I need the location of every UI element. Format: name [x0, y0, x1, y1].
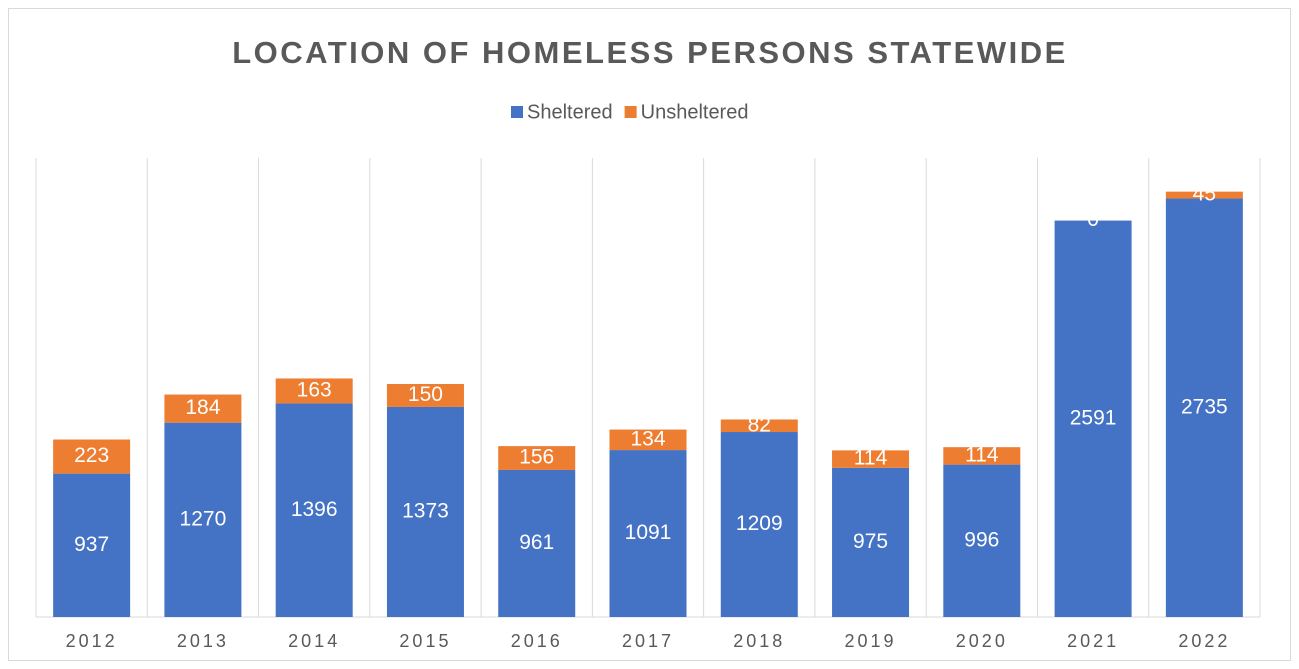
- data-label: 1373: [402, 500, 449, 523]
- data-label: 961: [519, 531, 554, 554]
- x-tick-label: 2014: [288, 631, 340, 651]
- x-tick-label: 2016: [511, 631, 563, 651]
- bar-segment: [1054, 220, 1132, 617]
- x-tick-label: 2013: [177, 631, 229, 651]
- bar-segment: [498, 469, 576, 617]
- bar-segment: [164, 422, 242, 617]
- bar-segment: [386, 406, 464, 617]
- data-label: 45: [1193, 183, 1216, 206]
- bar-segment: [498, 446, 576, 470]
- data-label: 134: [630, 427, 665, 450]
- chart-title: LOCATION OF HOMELESS PERSONS STATEWIDE: [232, 35, 1068, 70]
- bar-segment: [1165, 191, 1243, 199]
- data-label: 1270: [180, 507, 227, 530]
- bar-segment: [720, 419, 798, 433]
- bar-segment: [275, 378, 353, 404]
- bar-segment: [386, 383, 464, 407]
- bar-segment: [164, 394, 242, 423]
- bar-segment: [943, 447, 1021, 465]
- data-label: 223: [74, 444, 109, 467]
- data-label: 82: [748, 413, 771, 436]
- x-tick-label: 2022: [1178, 631, 1230, 651]
- data-label: 150: [408, 383, 443, 406]
- bar-segment: [832, 467, 910, 617]
- bar-segment: [609, 429, 687, 451]
- bar-segment: [275, 403, 353, 617]
- bar-segment: [943, 464, 1021, 617]
- bar-segment: [609, 450, 687, 617]
- x-tick-label: 2020: [956, 631, 1008, 651]
- data-label: 996: [964, 528, 999, 551]
- x-tick-label: 2019: [845, 631, 897, 651]
- data-label: 937: [74, 533, 109, 556]
- bar-segment: [1165, 198, 1243, 618]
- data-label: 1209: [736, 512, 783, 535]
- legend-swatch: [511, 106, 523, 118]
- legend-label: Unsheltered: [641, 101, 749, 123]
- data-label: 2591: [1070, 406, 1117, 429]
- bar-segment: [832, 450, 910, 468]
- data-label: 163: [297, 378, 332, 401]
- x-tick-label: 2015: [399, 631, 451, 651]
- x-tick-label: 2017: [622, 631, 674, 651]
- bar-segment: [53, 473, 131, 617]
- data-label: 114: [854, 447, 888, 470]
- data-label: 1396: [291, 498, 338, 521]
- data-label: 156: [519, 446, 554, 469]
- bar-segment: [720, 432, 798, 617]
- data-label: 184: [185, 396, 220, 419]
- data-label: 2735: [1181, 395, 1228, 418]
- legend-swatch: [624, 106, 637, 118]
- bar-segment: [53, 439, 131, 474]
- x-tick-label: 2012: [66, 631, 118, 651]
- x-tick-label: 2018: [733, 631, 785, 651]
- data-label: 975: [853, 530, 888, 553]
- legend-label: Sheltered: [527, 101, 613, 123]
- x-tick-label: 2021: [1067, 631, 1119, 651]
- data-label: 0: [1087, 208, 1099, 231]
- data-label: 114: [965, 443, 999, 466]
- data-label: 1091: [625, 521, 672, 544]
